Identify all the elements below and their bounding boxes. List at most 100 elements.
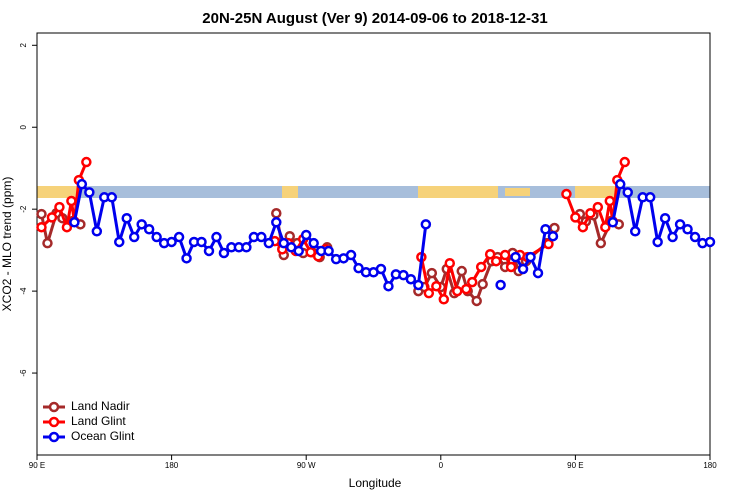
data-point: [166, 236, 177, 248]
data-point: [61, 221, 73, 233]
ocean-band: [37, 186, 710, 198]
data-point: [674, 219, 686, 230]
data-point: [477, 278, 488, 290]
data-point: [383, 280, 394, 292]
data-point: [592, 201, 604, 213]
data-point: [499, 249, 511, 261]
legend-label: Land Glint: [71, 414, 126, 428]
data-point: [305, 246, 316, 258]
data-point: [218, 247, 230, 259]
data-point: [495, 279, 506, 291]
legend-item: Ocean Glint: [43, 429, 135, 443]
data-point: [547, 230, 559, 242]
data-point: [549, 222, 560, 234]
data-point: [66, 195, 77, 207]
legend-label: Ocean Glint: [71, 429, 135, 443]
data-point: [585, 208, 596, 219]
chart-title: 20N-25N August (Ver 9) 2014-09-06 to 201…: [202, 10, 547, 27]
x-tick-label: 90 E: [567, 461, 583, 470]
data-point: [136, 219, 147, 230]
data-point: [42, 237, 53, 249]
data-point: [570, 212, 581, 223]
data-point: [423, 287, 435, 299]
data-point: [151, 231, 162, 243]
y-tick-label: 2: [19, 43, 28, 48]
x-tick-label: 90 E: [29, 461, 45, 470]
series-line: [40, 161, 627, 301]
data-point: [398, 269, 409, 281]
data-point: [300, 229, 312, 241]
data-point: [595, 237, 607, 249]
data-point: [323, 245, 334, 257]
data-point: [36, 221, 47, 233]
data-point: [431, 280, 442, 292]
y-axis-label: XCO2 - MLO trend (ppm): [0, 177, 14, 312]
data-point: [607, 217, 619, 228]
x-tick-label: 0: [439, 461, 444, 470]
data-point: [505, 261, 517, 273]
x-axis-label: Longitude: [349, 476, 402, 490]
data-point: [420, 219, 432, 230]
data-point: [114, 236, 125, 248]
map-strip: [37, 186, 710, 198]
data-point: [143, 224, 155, 235]
data-point: [444, 258, 456, 269]
data-point: [308, 237, 319, 249]
data-point: [121, 212, 132, 224]
data-point: [413, 279, 424, 291]
data-point: [271, 208, 282, 219]
data-point: [644, 192, 656, 203]
data-point: [689, 231, 701, 243]
land-patch: [282, 186, 298, 198]
x-tick-label: 180: [703, 461, 717, 470]
y-tick-label: -6: [19, 369, 28, 377]
data-point: [532, 267, 544, 279]
data-point: [438, 294, 450, 305]
data-point: [278, 237, 290, 249]
y-tick-label: -4: [19, 287, 28, 295]
data-point: [426, 267, 438, 279]
data-point: [452, 285, 463, 297]
land-patch: [505, 188, 530, 196]
land-patch: [575, 186, 615, 198]
data-point: [540, 224, 551, 235]
legend-marker: [48, 431, 60, 443]
data-point: [619, 156, 631, 168]
data-point: [704, 236, 716, 248]
data-point: [353, 262, 364, 274]
data-point: [405, 273, 417, 285]
data-point: [173, 231, 185, 243]
x-tick-label: 90 W: [297, 461, 316, 470]
data-point: [466, 276, 478, 288]
data-point: [667, 231, 678, 243]
plot-frame: [36, 32, 711, 456]
data-point: [196, 236, 207, 248]
data-point: [81, 156, 92, 168]
data-point: [577, 221, 589, 233]
data-point: [84, 187, 95, 198]
data-point: [456, 265, 467, 277]
data-point: [263, 237, 275, 249]
data-point: [659, 212, 671, 224]
data-point: [256, 231, 267, 243]
data-point: [128, 231, 140, 243]
land-patch: [418, 186, 498, 198]
data-point: [543, 238, 554, 250]
data-point: [345, 249, 357, 261]
data-point: [76, 178, 88, 190]
data-point: [471, 295, 482, 307]
data-point: [525, 251, 536, 263]
legend-item: Land Glint: [43, 414, 126, 428]
data-point: [203, 245, 215, 257]
data-point: [604, 195, 616, 207]
data-point: [91, 226, 103, 237]
data-point: [271, 217, 282, 228]
y-tick-label: -2: [19, 205, 28, 213]
data-point: [484, 248, 496, 260]
data-point: [69, 217, 80, 228]
legend-item: Land Nadir: [43, 399, 130, 413]
data-point: [615, 178, 626, 190]
data-point: [460, 283, 472, 295]
data-point: [36, 208, 47, 220]
